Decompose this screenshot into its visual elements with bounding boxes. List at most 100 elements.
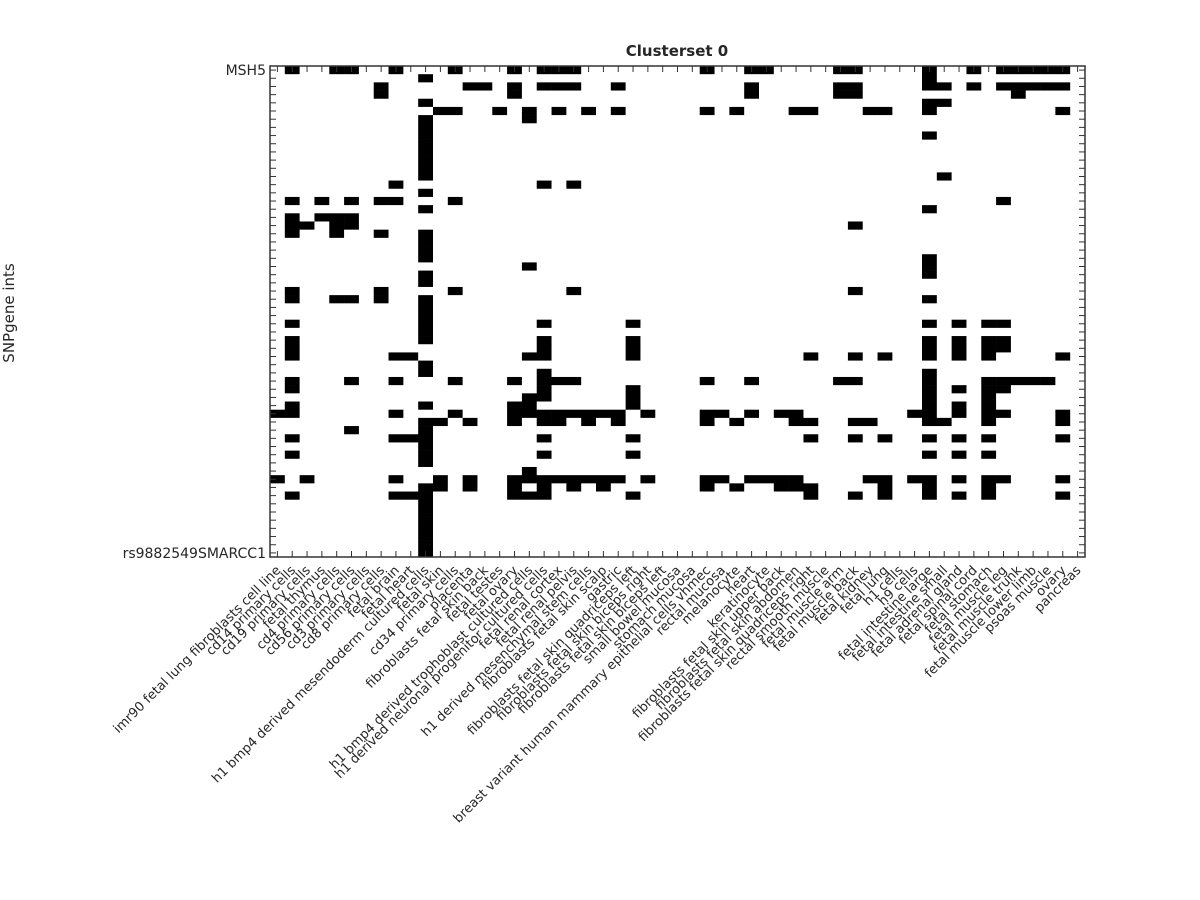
heatmap-cell bbox=[610, 139, 626, 149]
heatmap-cell bbox=[684, 295, 701, 304]
heatmap-cell bbox=[492, 82, 508, 91]
heatmap-cell bbox=[299, 319, 315, 329]
heatmap-cell bbox=[566, 475, 582, 484]
heatmap-cell bbox=[936, 213, 952, 222]
heatmap-cell bbox=[936, 532, 952, 541]
heatmap-cell bbox=[566, 426, 582, 435]
heatmap-cell bbox=[507, 450, 523, 460]
heatmap-cell bbox=[610, 123, 626, 132]
heatmap-cell bbox=[610, 147, 626, 157]
heatmap-cell bbox=[670, 434, 686, 443]
heatmap-cell bbox=[655, 385, 671, 394]
heatmap-cell bbox=[729, 106, 745, 116]
heatmap-cell bbox=[299, 295, 315, 304]
heatmap-cell bbox=[936, 74, 952, 83]
heatmap-cell bbox=[1025, 434, 1041, 443]
heatmap-cell bbox=[1055, 311, 1071, 320]
heatmap-cell bbox=[462, 98, 478, 108]
heatmap-cell bbox=[477, 106, 493, 116]
heatmap-cell bbox=[299, 164, 315, 173]
heatmap-cell bbox=[447, 115, 463, 124]
heatmap-cell bbox=[833, 393, 849, 402]
heatmap-cell bbox=[388, 385, 404, 394]
heatmap-cell bbox=[581, 246, 597, 255]
heatmap-cell bbox=[936, 303, 952, 312]
heatmap-cell bbox=[566, 213, 582, 222]
heatmap-cell bbox=[744, 74, 760, 83]
heatmap-cell bbox=[596, 123, 612, 132]
heatmap-cell bbox=[521, 147, 538, 157]
heatmap-cell bbox=[936, 417, 952, 427]
heatmap-cell bbox=[670, 221, 686, 230]
heatmap-cell bbox=[773, 221, 789, 230]
heatmap-cell bbox=[551, 90, 567, 100]
heatmap-cell bbox=[521, 106, 538, 116]
heatmap-cell bbox=[655, 229, 671, 239]
heatmap-cell bbox=[596, 524, 612, 533]
heatmap-cell bbox=[625, 229, 641, 239]
heatmap-cell bbox=[655, 319, 671, 329]
heatmap-cell bbox=[284, 139, 300, 149]
heatmap-cell bbox=[358, 196, 375, 206]
heatmap-cell bbox=[314, 352, 330, 361]
heatmap-cell bbox=[729, 352, 745, 361]
heatmap-cell bbox=[492, 368, 508, 378]
heatmap-cell bbox=[862, 319, 878, 329]
heatmap-cell bbox=[329, 213, 345, 222]
heatmap-cell bbox=[892, 409, 908, 419]
heatmap-cell bbox=[803, 491, 819, 501]
heatmap-cell bbox=[892, 180, 908, 190]
heatmap-cell bbox=[922, 458, 938, 468]
heatmap-cell bbox=[833, 344, 849, 353]
heatmap-cell bbox=[344, 336, 360, 345]
heatmap-cell bbox=[625, 475, 641, 484]
heatmap-cell bbox=[284, 368, 300, 378]
heatmap-cell bbox=[966, 540, 982, 550]
heatmap-cell bbox=[818, 434, 834, 443]
heatmap-cell bbox=[936, 139, 952, 149]
heatmap-cell bbox=[788, 409, 804, 419]
heatmap-cell bbox=[996, 327, 1012, 337]
heatmap-cell bbox=[388, 360, 404, 370]
heatmap-cell bbox=[492, 221, 508, 230]
heatmap-cell bbox=[936, 82, 952, 91]
heatmap-cell bbox=[862, 106, 878, 116]
heatmap-cell bbox=[344, 172, 360, 181]
heatmap-cell bbox=[862, 524, 878, 533]
heatmap-cell bbox=[536, 442, 552, 451]
heatmap-cell bbox=[521, 507, 538, 517]
heatmap-cell bbox=[284, 303, 300, 312]
heatmap-cell bbox=[358, 483, 375, 492]
heatmap-cell bbox=[358, 254, 375, 263]
heatmap-cell bbox=[284, 147, 300, 157]
heatmap-cell bbox=[684, 507, 701, 517]
heatmap-cell bbox=[951, 82, 967, 91]
heatmap-cell bbox=[551, 115, 567, 124]
heatmap-cell bbox=[684, 499, 701, 509]
heatmap-cell bbox=[447, 376, 463, 386]
heatmap-cell bbox=[492, 409, 508, 419]
heatmap-cell bbox=[373, 393, 389, 402]
heatmap-cell bbox=[1040, 229, 1056, 239]
heatmap-cell bbox=[744, 507, 760, 517]
heatmap-cell bbox=[551, 156, 567, 165]
heatmap-cell bbox=[625, 205, 641, 214]
heatmap-cell bbox=[936, 115, 952, 124]
heatmap-cell bbox=[477, 237, 493, 247]
heatmap-cell bbox=[596, 393, 612, 402]
heatmap-cell bbox=[640, 360, 656, 370]
heatmap-cell bbox=[670, 278, 686, 288]
heatmap-cell bbox=[344, 540, 360, 550]
heatmap-cell bbox=[521, 524, 538, 533]
heatmap-cell bbox=[462, 156, 478, 165]
heatmap-cell bbox=[1040, 327, 1056, 337]
heatmap-cell bbox=[922, 205, 938, 214]
heatmap-cell bbox=[270, 106, 286, 116]
heatmap-cell bbox=[684, 156, 701, 165]
heatmap-cell bbox=[699, 131, 715, 140]
heatmap-cell bbox=[521, 466, 538, 476]
heatmap-cell bbox=[610, 352, 626, 361]
heatmap-cell bbox=[596, 352, 612, 361]
heatmap-cell bbox=[818, 360, 834, 370]
heatmap-cell bbox=[610, 368, 626, 378]
